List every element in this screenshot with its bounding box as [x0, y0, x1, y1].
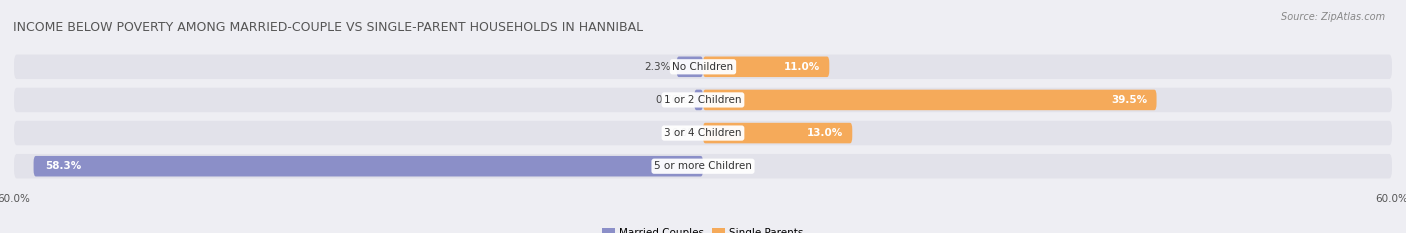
FancyBboxPatch shape: [14, 121, 1392, 145]
Text: 39.5%: 39.5%: [1111, 95, 1147, 105]
Text: No Children: No Children: [672, 62, 734, 72]
Text: 2.3%: 2.3%: [644, 62, 671, 72]
Text: Source: ZipAtlas.com: Source: ZipAtlas.com: [1281, 12, 1385, 22]
FancyBboxPatch shape: [703, 57, 830, 77]
FancyBboxPatch shape: [703, 90, 1157, 110]
Text: 11.0%: 11.0%: [785, 62, 820, 72]
FancyBboxPatch shape: [14, 55, 1392, 79]
Text: 3 or 4 Children: 3 or 4 Children: [664, 128, 742, 138]
FancyBboxPatch shape: [676, 57, 703, 77]
FancyBboxPatch shape: [695, 90, 703, 110]
Text: INCOME BELOW POVERTY AMONG MARRIED-COUPLE VS SINGLE-PARENT HOUSEHOLDS IN HANNIBA: INCOME BELOW POVERTY AMONG MARRIED-COUPL…: [13, 21, 643, 34]
FancyBboxPatch shape: [14, 154, 1392, 178]
FancyBboxPatch shape: [14, 88, 1392, 112]
Text: 0.0%: 0.0%: [671, 128, 697, 138]
Text: 13.0%: 13.0%: [807, 128, 844, 138]
Text: 0.76%: 0.76%: [655, 95, 689, 105]
Text: 58.3%: 58.3%: [45, 161, 82, 171]
FancyBboxPatch shape: [34, 156, 703, 176]
Text: 5 or more Children: 5 or more Children: [654, 161, 752, 171]
FancyBboxPatch shape: [703, 123, 852, 143]
Legend: Married Couples, Single Parents: Married Couples, Single Parents: [599, 224, 807, 233]
Text: 1 or 2 Children: 1 or 2 Children: [664, 95, 742, 105]
Text: 0.0%: 0.0%: [709, 161, 735, 171]
